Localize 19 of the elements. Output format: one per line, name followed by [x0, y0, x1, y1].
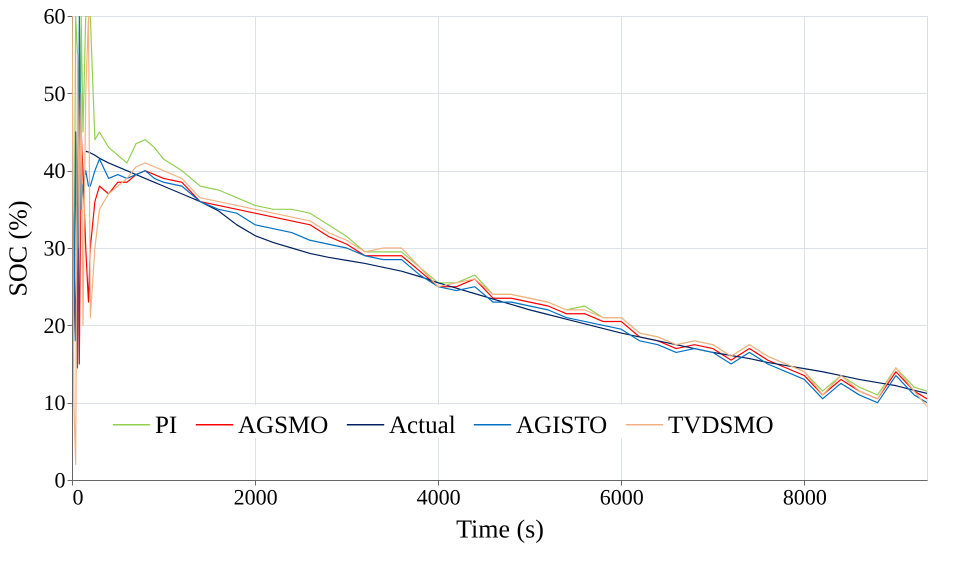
- y-tick-label: 10: [44, 390, 66, 416]
- y-tick-label: 30: [44, 236, 66, 260]
- y-tick-label: 20: [44, 312, 66, 338]
- legend-label: Actual: [389, 412, 456, 439]
- x-tick-label: 8000: [782, 484, 827, 510]
- x-axis-title: Time (s): [456, 514, 544, 544]
- y-tick-label: 0: [54, 468, 66, 492]
- legend-label: PI: [155, 412, 178, 439]
- x-tick-label: 2000: [234, 484, 278, 510]
- x-tick-label: 6000: [600, 484, 644, 510]
- y-tick-label: 40: [44, 158, 66, 184]
- x-tick-label: 0: [72, 484, 84, 510]
- legend-label: AGSMO: [238, 412, 328, 439]
- y-tick-label: 50: [44, 80, 66, 106]
- y-tick-label: 60: [44, 4, 66, 28]
- legend-label: AGISTO: [516, 412, 608, 439]
- x-tick-label: 4000: [416, 484, 461, 510]
- legend-label: TVDSMO: [668, 412, 774, 439]
- y-axis-title: SOC (%): [4, 200, 32, 297]
